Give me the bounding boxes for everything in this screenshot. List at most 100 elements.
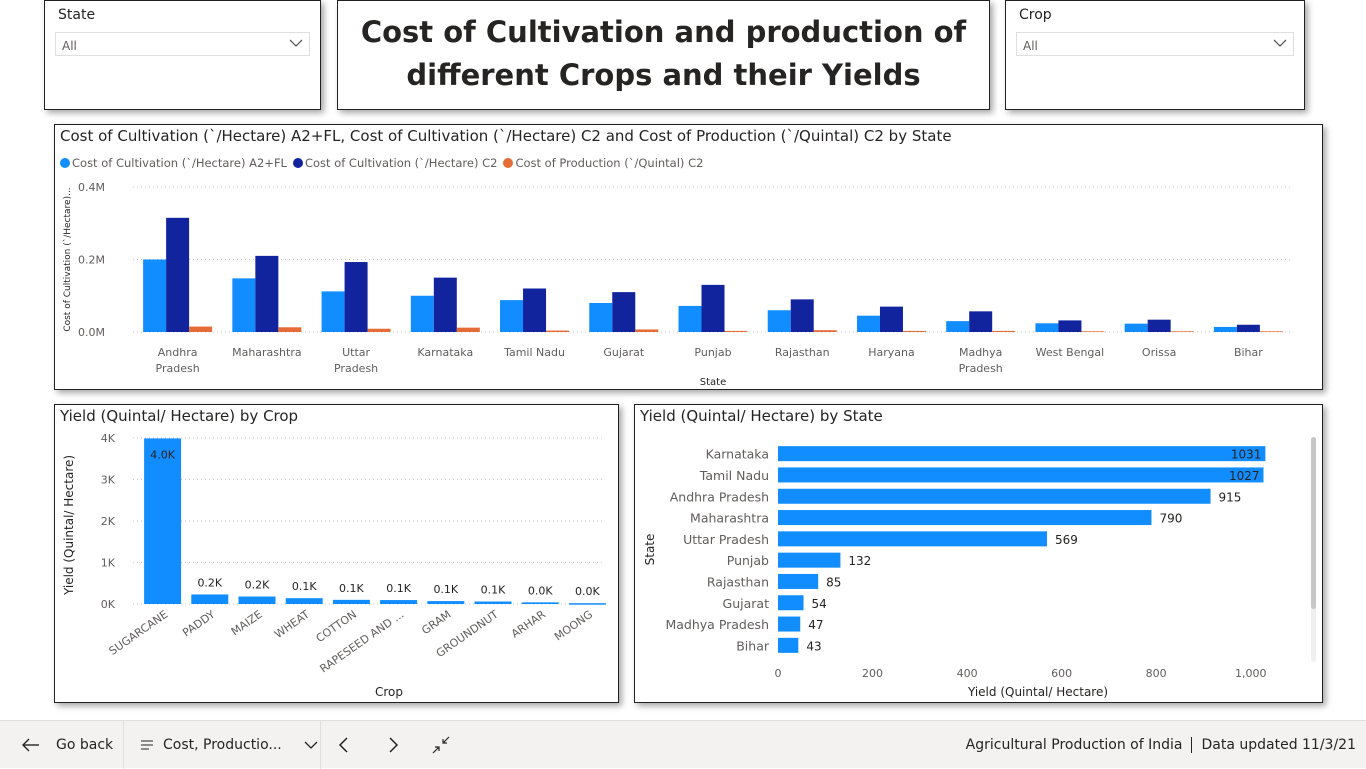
yield-state-plot: 0 200 400 600 800 1,000 Yield (Quintal/ Hectar… bbox=[643, 446, 1267, 699]
y-tick-label: Madhya Pradesh bbox=[665, 617, 769, 632]
data-label: 0.1K bbox=[339, 582, 364, 595]
x-tick-label: 400 bbox=[957, 667, 978, 680]
data-label: 54 bbox=[812, 597, 827, 611]
bar bbox=[778, 446, 1266, 462]
x-tick-label: WHEAT bbox=[272, 608, 312, 641]
bar bbox=[992, 330, 1016, 332]
legend-item-c2[interactable]: Cost of Cultivation (`/Hectare) C2 bbox=[292, 156, 497, 170]
y-tick-label: 3K bbox=[101, 474, 116, 487]
bottom-navigation-bar: Go back Cost, Productio... Agricultural … bbox=[0, 720, 1366, 769]
legend-item-a2fl[interactable]: Cost of Cultivation (`/Hectare) A2+FL bbox=[60, 156, 287, 170]
chevron-down-icon bbox=[289, 39, 303, 47]
previous-page-button[interactable] bbox=[338, 721, 350, 769]
y-tick-label: Uttar Pradesh bbox=[683, 532, 769, 547]
bar bbox=[778, 595, 804, 611]
next-page-button[interactable] bbox=[387, 721, 399, 769]
y-axis-title: State bbox=[643, 534, 657, 566]
cost-by-state-visual[interactable]: Cost of Cultivation (`/Hectare) A2+FL, C… bbox=[54, 124, 1323, 390]
chevron-right-icon bbox=[389, 737, 399, 753]
x-tick-label: Tamil Nadu bbox=[503, 346, 565, 359]
bar bbox=[1213, 326, 1237, 332]
data-label: 915 bbox=[1219, 490, 1242, 504]
go-back-button[interactable]: Go back bbox=[22, 721, 113, 769]
x-tick-label: Madhya bbox=[959, 346, 1002, 359]
bar bbox=[778, 552, 841, 568]
crop-dropdown-value: All bbox=[1023, 39, 1038, 53]
x-tick-label: ARHAR bbox=[509, 608, 548, 641]
x-tick-label: Pradesh bbox=[959, 362, 1003, 375]
collapse-icon bbox=[432, 736, 450, 754]
legend-dot-a2fl bbox=[60, 158, 70, 168]
x-tick-label: RAPESEED AND ... bbox=[317, 608, 406, 676]
x-tick-label: Pradesh bbox=[156, 362, 200, 375]
yield-crop-plot: 0K 1K 2K 3K 4K Yield (Quintal/ Hectare) 4.0K SU… bbox=[62, 432, 606, 699]
bar bbox=[1035, 323, 1059, 332]
page-selector[interactable]: Cost, Productio... bbox=[141, 721, 318, 769]
bar bbox=[278, 327, 302, 332]
bar bbox=[367, 328, 391, 332]
data-label: 0.2K bbox=[245, 579, 270, 592]
bar bbox=[344, 262, 368, 332]
bar bbox=[778, 510, 1152, 526]
data-label: 1031 bbox=[1231, 448, 1262, 462]
yield-crop-title: Yield (Quintal/ Hectare) by Crop bbox=[60, 407, 299, 425]
x-tick-label: GRAM bbox=[419, 608, 453, 637]
bar bbox=[767, 310, 791, 332]
x-axis-title: State bbox=[700, 377, 726, 388]
x-tick-label: Uttar bbox=[342, 346, 370, 359]
divider bbox=[123, 721, 124, 769]
report-title-line2: different Crops and their Yields bbox=[406, 58, 921, 92]
x-tick-label: Punjab bbox=[694, 346, 731, 359]
scrollbar-thumb[interactable] bbox=[1311, 437, 1316, 609]
data-label: 4.0K bbox=[150, 448, 175, 461]
x-tick-label: Maharashtra bbox=[232, 346, 302, 359]
fit-to-page-button[interactable] bbox=[432, 721, 450, 769]
x-tick-label: Pradesh bbox=[334, 362, 378, 375]
y-tick-label: Karnataka bbox=[706, 447, 769, 462]
x-tick-label: Bihar bbox=[1234, 346, 1263, 359]
bar bbox=[144, 438, 182, 604]
chevron-left-icon bbox=[338, 737, 348, 753]
x-tick-label: West Bengal bbox=[1036, 346, 1105, 359]
separator-pipe bbox=[1191, 737, 1193, 753]
bar bbox=[778, 573, 819, 589]
yield-by-crop-visual[interactable]: Yield (Quintal/ Hectare) by Crop 0K 1K 2K 3… bbox=[54, 404, 619, 703]
yield-by-state-visual[interactable]: Yield (Quintal/ Hectare) by State 0 200 40… bbox=[634, 404, 1323, 703]
bar bbox=[678, 305, 702, 332]
yield-state-title: Yield (Quintal/ Hectare) by State bbox=[640, 407, 883, 425]
bar bbox=[778, 531, 1047, 547]
y-tick-label: 0.4M bbox=[78, 181, 105, 194]
bar bbox=[946, 321, 970, 332]
bar bbox=[856, 315, 880, 332]
bar bbox=[521, 602, 559, 604]
crop-dropdown[interactable]: All bbox=[1016, 32, 1294, 56]
chevron-down-icon bbox=[304, 741, 318, 749]
y-axis-title: Cost of Cultivation (`/Hectare)... bbox=[62, 187, 73, 331]
bar bbox=[332, 599, 370, 604]
y-tick-label: Rajasthan bbox=[707, 574, 769, 589]
x-tick-label: 1,000 bbox=[1235, 667, 1267, 680]
legend-dot-production bbox=[503, 158, 514, 168]
y-tick-label: Punjab bbox=[727, 553, 769, 568]
bar bbox=[1259, 331, 1283, 332]
data-label: 47 bbox=[808, 618, 823, 632]
x-tick-label: 0 bbox=[775, 667, 782, 680]
legend-item-production[interactable]: Cost of Production (`/Quintal) C2 bbox=[503, 156, 703, 170]
bar bbox=[902, 330, 926, 332]
bar bbox=[1236, 324, 1260, 332]
data-label: 790 bbox=[1159, 512, 1182, 526]
bar bbox=[1081, 331, 1105, 332]
report-title: Cost of Cultivation and production of di… bbox=[338, 11, 989, 97]
report-title-card: Cost of Cultivation and production of di… bbox=[337, 0, 990, 110]
bar bbox=[321, 291, 345, 332]
data-label: 0.1K bbox=[481, 584, 506, 597]
bar bbox=[589, 303, 613, 332]
vertical-scrollbar[interactable] bbox=[1311, 437, 1316, 662]
state-dropdown[interactable]: All bbox=[55, 32, 310, 56]
data-label: 43 bbox=[806, 639, 821, 653]
report-title-line1: Cost of Cultivation and production of bbox=[360, 15, 967, 49]
report-name: Agricultural Production of India bbox=[965, 737, 1183, 753]
x-tick-label: PADDY bbox=[180, 608, 218, 640]
x-tick-label: 200 bbox=[862, 667, 883, 680]
x-axis-title: Yield (Quintal/ Hectare) bbox=[967, 685, 1108, 699]
